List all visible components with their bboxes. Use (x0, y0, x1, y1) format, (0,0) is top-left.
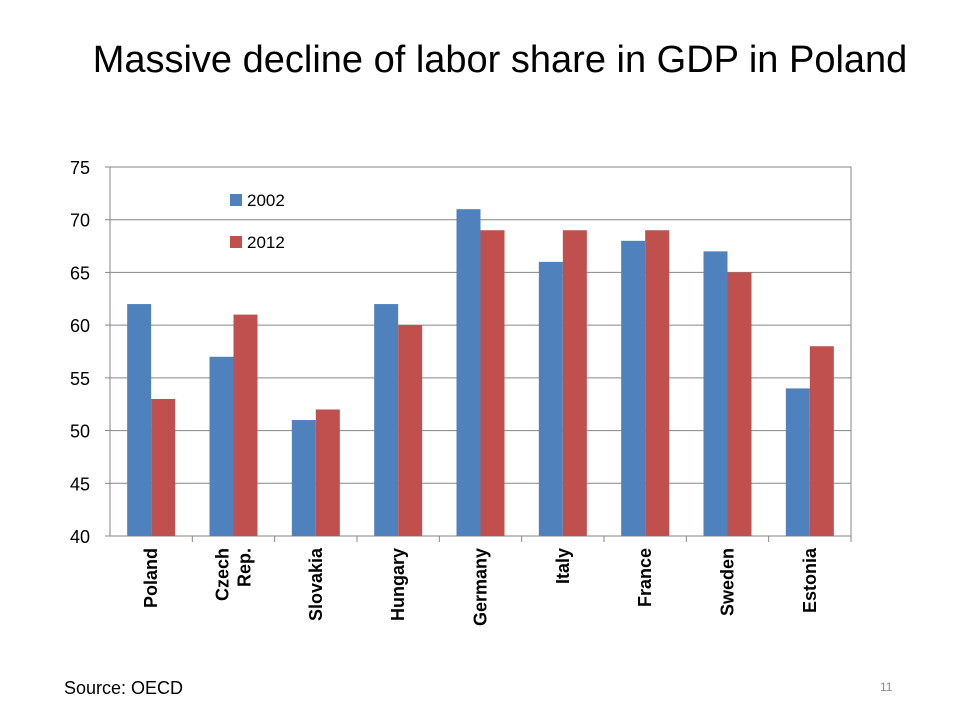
svg-text:Poland: Poland (141, 548, 161, 608)
y-tick-label: 40 (70, 527, 90, 547)
bar-2012-italy (562, 230, 587, 536)
x-tick-label: France (635, 548, 655, 607)
y-tick-label: 70 (70, 211, 90, 231)
legend-label-2002: 2002 (247, 191, 285, 210)
x-tick-label: Estonia (800, 547, 820, 613)
x-tick-label: Sweden (718, 548, 738, 616)
svg-text:Italy: Italy (553, 548, 573, 584)
x-tick-label: Germany (471, 548, 491, 626)
svg-text:Rep.: Rep. (235, 548, 255, 587)
bar-2012-slovakia (315, 409, 340, 536)
x-tick-label: Slovakia (306, 547, 326, 621)
bar-2012-france (645, 230, 670, 536)
svg-text:France: France (635, 548, 655, 607)
bar-2012-sweden (727, 272, 752, 536)
svg-text:Hungary: Hungary (388, 548, 408, 621)
x-tick-label: Czech Rep. (213, 548, 255, 601)
y-tick-label: 55 (70, 369, 90, 389)
x-tick-label: Hungary (388, 548, 408, 621)
svg-text:Germany: Germany (471, 548, 491, 626)
bar-2012-germany (480, 230, 505, 536)
x-tick-label: Poland (141, 548, 161, 608)
bar-2012-hungary (398, 325, 423, 536)
svg-text:Czech: Czech (213, 548, 233, 601)
legend-swatch-2012 (230, 236, 242, 248)
bar-2002-hungary (374, 304, 399, 536)
svg-text:Slovakia: Slovakia (306, 547, 326, 621)
svg-text:Estonia: Estonia (800, 547, 820, 613)
bar-2012-estonia (809, 346, 834, 536)
bar-2002-slovakia (291, 420, 316, 536)
bar-2002-sweden (703, 251, 728, 537)
y-tick-label: 50 (70, 422, 90, 442)
legend-swatch-2002 (230, 194, 242, 206)
bar-2002-estonia (785, 388, 810, 536)
source-note: Source: OECD (64, 678, 184, 698)
bar-2002-france (621, 240, 646, 537)
bar-2002-germany (456, 209, 481, 536)
slide-title: Massive decline of labor share in GDP in… (92, 39, 908, 81)
bar-2002-czech-rep (209, 356, 234, 536)
y-tick-label: 45 (70, 474, 90, 494)
y-tick-label: 65 (70, 263, 90, 283)
svg-text:Sweden: Sweden (718, 548, 738, 616)
bar-2002-poland (127, 304, 152, 536)
page-number: 11 (880, 680, 893, 694)
y-tick-label: 75 (70, 158, 90, 178)
legend-label-2012: 2012 (247, 233, 285, 252)
bar-2012-czech-rep (233, 314, 258, 536)
bar-2002-italy (538, 261, 563, 536)
y-tick-label: 60 (70, 316, 90, 336)
x-tick-label: Italy (553, 548, 573, 584)
bar-2012-poland (151, 398, 176, 536)
